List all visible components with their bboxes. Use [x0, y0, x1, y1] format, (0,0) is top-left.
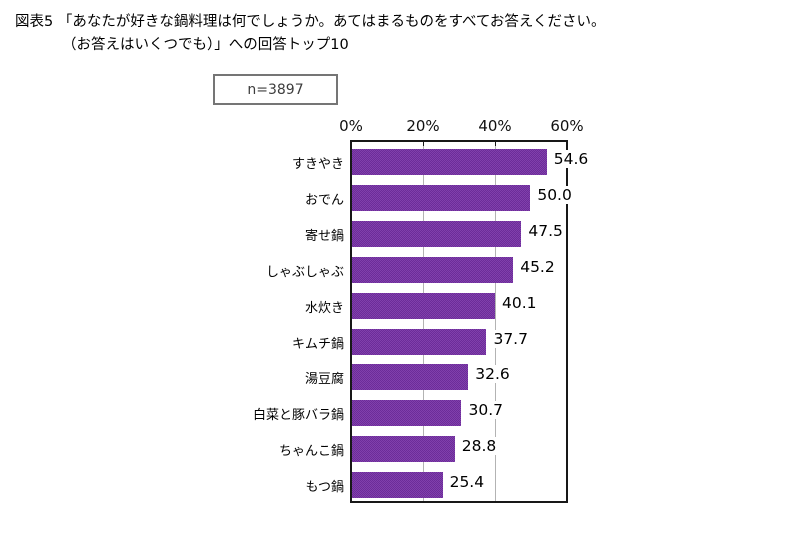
bar-row: 47.5: [352, 216, 566, 252]
sample-size-label: n=3897: [247, 81, 304, 98]
category-label: キムチ鍋: [291, 336, 344, 352]
bar-row: 40.1: [352, 288, 566, 324]
value-label: 28.8: [458, 437, 500, 456]
bar: [352, 400, 462, 427]
bar: [352, 220, 522, 247]
value-label: 37.7: [490, 329, 531, 348]
bar: [352, 149, 547, 175]
category-label: おでん: [304, 192, 344, 208]
bar-row: 54.6: [352, 144, 592, 180]
category-label: ちゃんこ鍋: [278, 444, 344, 460]
bar-row: 50.0: [352, 180, 575, 216]
gridline: [423, 142, 425, 501]
bar: [352, 328, 487, 355]
bar: [352, 292, 496, 319]
category-label: もつ鍋: [305, 480, 344, 496]
value-label: 32.6: [472, 365, 513, 384]
bar-row: 30.7: [352, 395, 566, 431]
value-label: 40.1: [499, 293, 540, 312]
axis-tick: [494, 142, 496, 146]
value-label: 30.7: [465, 401, 506, 420]
value-label: 50.0: [534, 185, 575, 204]
category-label: しゃぶしゃぶ: [265, 264, 344, 280]
bar: [352, 472, 443, 499]
axis-tick: [423, 142, 425, 146]
x-axis-tick-label: 20%: [406, 117, 440, 135]
gridline: [494, 142, 496, 501]
plot-area: 54.6 50.0 47.5 45.2 40.1 37.7 32.6 30.7 28.8 25.4: [350, 140, 592, 503]
sample-size-box: n=3897: [213, 74, 338, 105]
value-label: 25.4: [446, 473, 488, 492]
value-label: 47.5: [525, 221, 566, 240]
value-label: 45.2: [517, 257, 558, 276]
bar-row: 32.6: [352, 359, 566, 395]
bar-row: 25.4: [352, 467, 566, 503]
x-axis-tick-label: 60%: [550, 117, 584, 135]
category-label: 湯豆腐: [304, 372, 344, 388]
x-axis-tick-label: 0%: [339, 117, 363, 135]
bar: [352, 184, 531, 211]
chart-title-line1: 図表5 「あなたが好きな鍋料理は何でしょうか。あてはまるものをすべてお答えくださ…: [15, 14, 606, 30]
bar: [352, 256, 514, 283]
x-axis-tick-label: 40%: [478, 117, 512, 135]
bar-row: 28.8: [352, 431, 566, 467]
category-label: 水炊き: [304, 300, 344, 316]
category-label: 白菜と豚バラ鍋: [252, 408, 344, 424]
bar: [352, 436, 455, 463]
value-label: 54.6: [550, 150, 592, 168]
category-label: すきやき: [291, 157, 344, 172]
category-label: 寄せ鍋: [304, 228, 344, 244]
bar-row: 45.2: [352, 252, 566, 288]
bar-row: 37.7: [352, 324, 566, 360]
chart-title-line2: （お答えはいくつでも）」への回答トップ10: [62, 37, 349, 53]
bar: [352, 364, 469, 391]
